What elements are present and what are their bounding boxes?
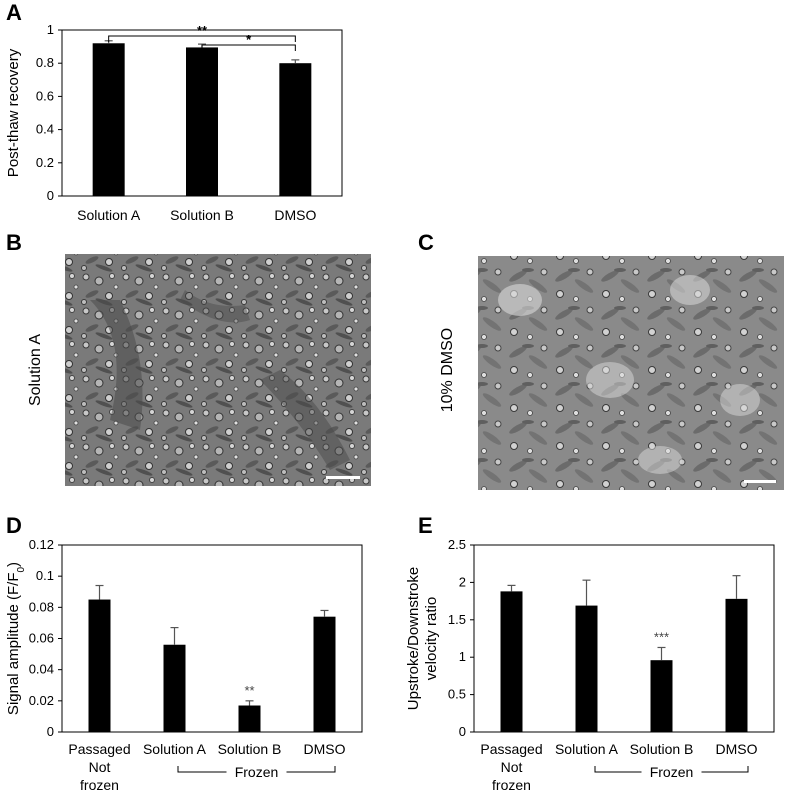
micrograph-b: Solution A	[27, 254, 371, 486]
chart-e-bar	[650, 660, 673, 732]
scale-bar-b	[326, 476, 360, 479]
chart-d: 0 0.02 0.04 0.06 0.08 0.1 0.12 Passaged Not froze…	[5, 537, 363, 793]
panel-letter-a: A	[6, 0, 22, 25]
chart-a-ytick-label: 0.6	[36, 88, 54, 103]
chart-e-group-label: Frozen	[650, 764, 694, 780]
chart-e: 0 0.5 1 1.5 2 2.5 Passaged Not frozen Solution A S…	[405, 537, 775, 793]
chart-e-category-label: DMSO	[716, 741, 758, 757]
chart-e-ytick-label: 2	[459, 574, 466, 589]
chart-a-ytick-label: 0.8	[36, 55, 54, 70]
chart-a-significance-bracket	[108, 35, 296, 42]
chart-e-bar	[500, 591, 523, 732]
panel-letter-d: D	[6, 513, 22, 538]
chart-a-significance-bracket	[201, 44, 296, 51]
chart-d-ytick-label: 0.12	[29, 537, 54, 552]
chart-d-ytick-label: 0.06	[29, 631, 54, 646]
chart-a-ytick-label: 1	[47, 22, 54, 37]
chart-d-bar	[313, 616, 336, 732]
chart-e-ytick-label: 1	[459, 649, 466, 664]
chart-e-ylabel-line: Upstroke/Downstroke	[405, 567, 422, 710]
chart-e-group-label-bg	[641, 763, 702, 779]
chart-e-bar-annotation: ***	[654, 629, 669, 644]
chart-a-bar	[92, 43, 125, 196]
chart-d-category-label: Solution A	[143, 741, 207, 757]
chart-e-category-label: Passaged	[480, 741, 542, 757]
chart-d-category-label: Passaged	[68, 741, 130, 757]
chart-d-ytick-label: 0.1	[36, 568, 54, 583]
chart-a-category-label: DMSO	[274, 207, 316, 223]
chart-e-ytick-label: 1.5	[448, 612, 466, 627]
chart-e-ylabel-line: velocity ratio	[423, 597, 440, 680]
micrograph-c: 10% DMSO	[439, 256, 784, 490]
chart-a-significance-label: **	[197, 23, 208, 38]
chart-d-bar-annotation: **	[244, 683, 254, 698]
chart-a-ytick-label: 0	[47, 188, 54, 203]
chart-d-ylabel: Signal amplitude (F/F0)	[5, 562, 27, 715]
chart-d-category-label: Solution B	[218, 741, 282, 757]
chart-e-frame	[473, 544, 775, 733]
chart-d-bar	[88, 599, 111, 732]
chart-a-ytick-label: 0.2	[36, 155, 54, 170]
chart-e-bar	[725, 598, 748, 732]
chart-a-ylabel: Post-thaw recovery	[5, 48, 22, 177]
chart-d-category-subline: Not	[89, 759, 111, 775]
chart-a-bar	[279, 63, 312, 197]
chart-e-category-label: Solution B	[630, 741, 694, 757]
chart-a-category-label: Solution A	[77, 207, 141, 223]
chart-e-ytick-label: 0.5	[448, 687, 466, 702]
micrograph-c-label: 10% DMSO	[439, 328, 456, 412]
chart-d-bar	[238, 705, 261, 732]
chart-d-ytick-label: 0.02	[29, 693, 54, 708]
chart-e-category-subline: frozen	[492, 777, 531, 793]
chart-d-category-subline: frozen	[80, 777, 119, 793]
chart-d-bar	[163, 644, 186, 732]
chart-e-category-label: Solution A	[555, 741, 619, 757]
chart-e-category-subline: Not	[501, 759, 523, 775]
chart-d-ytick-label: 0.08	[29, 599, 54, 614]
micrograph-b-label: Solution A	[27, 334, 44, 406]
chart-d-ytick-label: 0.04	[29, 662, 54, 677]
chart-a-significance-label: *	[246, 32, 252, 47]
chart-e-ytick-label: 2.5	[448, 537, 466, 552]
chart-d-category-label: DMSO	[304, 741, 346, 757]
scale-bar-c	[744, 480, 776, 483]
chart-a-category-label: Solution B	[170, 207, 234, 223]
chart-a-ytick-label: 0.4	[36, 122, 54, 137]
chart-e-ytick-label: 0	[459, 724, 466, 739]
panel-letter-c: C	[418, 230, 434, 255]
chart-d-ytick-label: 0	[47, 724, 54, 739]
panel-letter-e: E	[418, 513, 433, 538]
panel-letter-b: B	[6, 230, 22, 255]
chart-d-group-label-bg	[226, 763, 287, 779]
chart-a: 0 0.2 0.4 0.6 0.8 1 Solution A Solution B DMSO Po…	[5, 22, 343, 223]
chart-a-bar	[186, 47, 218, 197]
chart-e-bar	[575, 605, 598, 732]
chart-d-group-label: Frozen	[235, 764, 279, 780]
